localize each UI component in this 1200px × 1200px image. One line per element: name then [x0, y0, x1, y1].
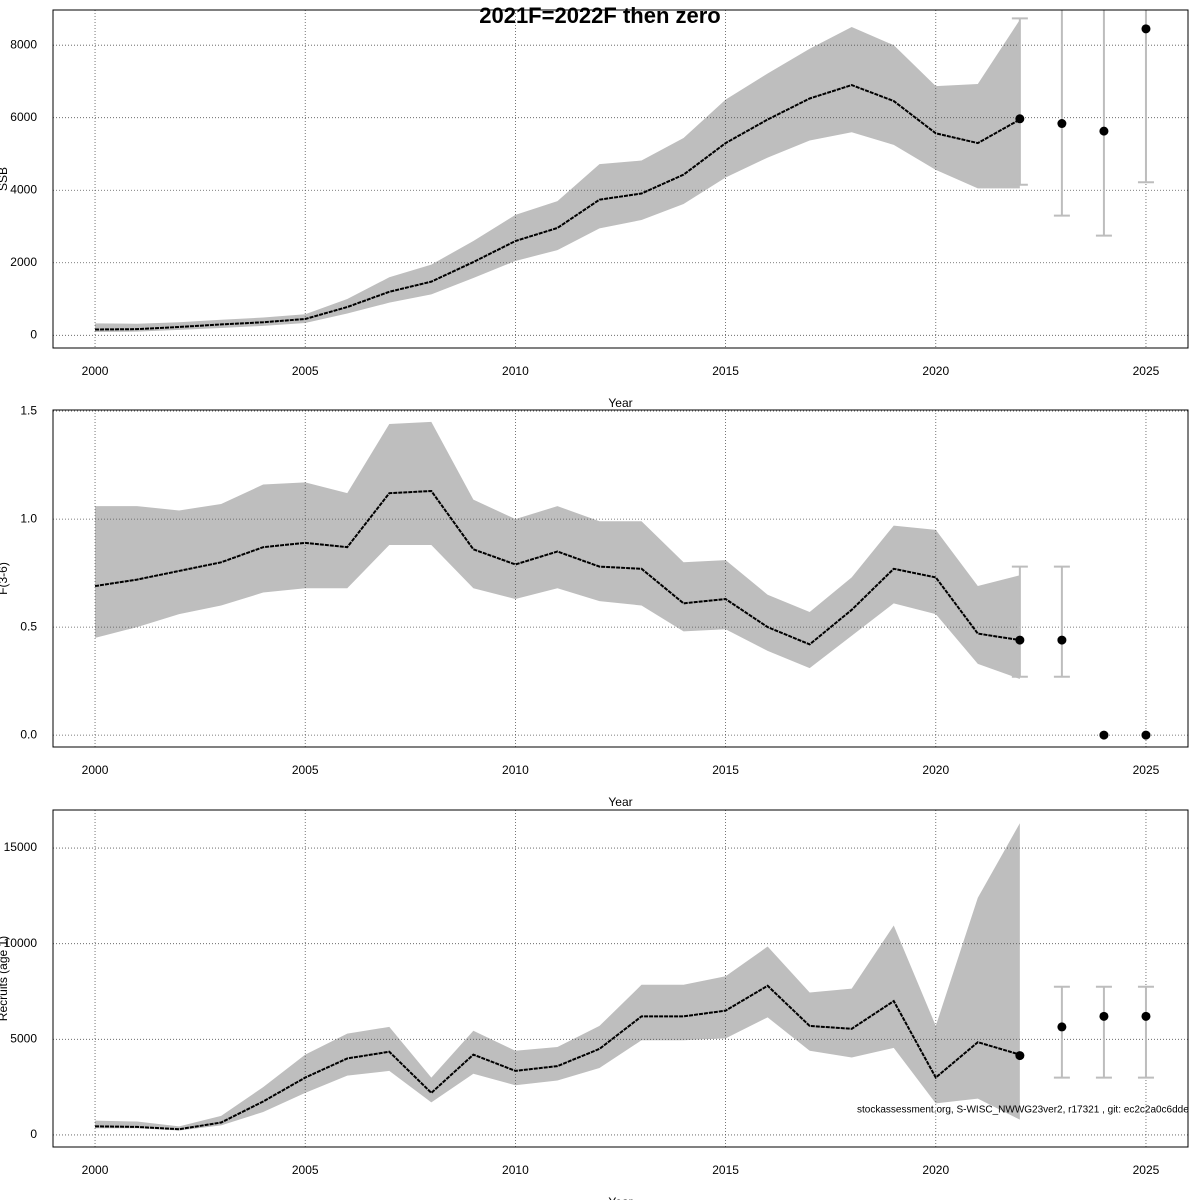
forecast-point — [1099, 126, 1109, 136]
x-tick-label: 2000 — [82, 763, 109, 777]
y-tick-label: 0 — [30, 1127, 37, 1141]
x-tick-label: 2015 — [712, 763, 739, 777]
y-tick-label: 1.0 — [20, 511, 37, 525]
plot-frame — [52, 9, 1189, 349]
forecast-point — [1141, 24, 1151, 34]
x-tick-label: 2020 — [922, 364, 949, 378]
y-axis-label: SSB — [0, 167, 10, 191]
y-tick-label: 5000 — [10, 1031, 37, 1045]
y-tick-label: 1.5 — [20, 403, 37, 417]
estimate-line — [95, 984, 1021, 1131]
forecast-point — [1015, 1051, 1025, 1061]
x-axis-label: Year — [608, 396, 632, 410]
y-tick-label: 0.5 — [20, 619, 37, 633]
x-tick-label: 2005 — [292, 763, 319, 777]
x-tick-label: 2000 — [82, 364, 109, 378]
x-tick-label: 2025 — [1133, 364, 1160, 378]
x-axis-label: Year — [608, 1195, 632, 1200]
panel: 2000 2005 2010 2015 2020 2025 0 2000 4000 6000 800… — [0, 3, 1189, 410]
confidence-band — [95, 421, 1020, 679]
chart-title: 2021F=2022F then zero — [479, 3, 721, 28]
forecast-point — [1141, 1011, 1151, 1021]
y-tick-label: 15000 — [4, 840, 38, 854]
plot-frame — [52, 809, 1189, 1148]
forecast-point — [1057, 635, 1067, 645]
plot-area — [53, 410, 1188, 747]
x-tick-label: 2005 — [292, 1163, 319, 1177]
forecast-point — [1099, 730, 1109, 740]
estimate-line — [95, 84, 1021, 331]
forecast-point — [1141, 730, 1151, 740]
y-tick-label: 0.0 — [20, 727, 37, 741]
estimate-line — [94, 489, 1021, 646]
panel: 2000 2005 2010 2015 2020 2025 0 5000 10000 15000 Y… — [0, 809, 1189, 1200]
y-tick-label: 4000 — [10, 182, 37, 196]
y-tick-label: 10000 — [4, 936, 38, 950]
plot-area — [53, 810, 1188, 1147]
y-tick-label: 2000 — [10, 255, 37, 269]
x-tick-label: 2010 — [502, 763, 529, 777]
panel: 2000 2005 2010 2015 2020 2025 0.0 0.5 1.0 1.5 Year… — [0, 403, 1189, 809]
x-tick-label: 2000 — [82, 1163, 109, 1177]
forecast-point — [1057, 119, 1067, 129]
x-tick-label: 2015 — [712, 1163, 739, 1177]
forecast-point — [1015, 114, 1025, 124]
x-tick-label: 2025 — [1133, 763, 1160, 777]
confidence-band — [95, 19, 1020, 333]
forecast-point — [1015, 635, 1025, 645]
forecast-point — [1057, 1022, 1067, 1032]
forecast-point — [1099, 1011, 1109, 1021]
footnote: stockassessment.org, S-WISC_NWWG23ver2, … — [857, 1105, 1189, 1116]
plot-area — [53, 10, 1188, 348]
y-tick-label: 0 — [30, 327, 37, 341]
x-tick-label: 2025 — [1133, 1163, 1160, 1177]
x-tick-label: 2005 — [292, 364, 319, 378]
x-tick-label: 2020 — [922, 763, 949, 777]
y-axis-label: F(3-6) — [0, 562, 10, 595]
y-tick-label: 8000 — [10, 37, 37, 51]
plot-frame — [52, 409, 1189, 748]
x-tick-label: 2010 — [502, 1163, 529, 1177]
x-tick-label: 2020 — [922, 1163, 949, 1177]
x-axis-label: Year — [608, 795, 632, 809]
x-tick-label: 2015 — [712, 364, 739, 378]
confidence-band — [95, 823, 1020, 1131]
x-tick-label: 2010 — [502, 364, 529, 378]
y-tick-label: 6000 — [10, 110, 37, 124]
y-axis-label: Recruits (age 1) — [0, 936, 10, 1021]
